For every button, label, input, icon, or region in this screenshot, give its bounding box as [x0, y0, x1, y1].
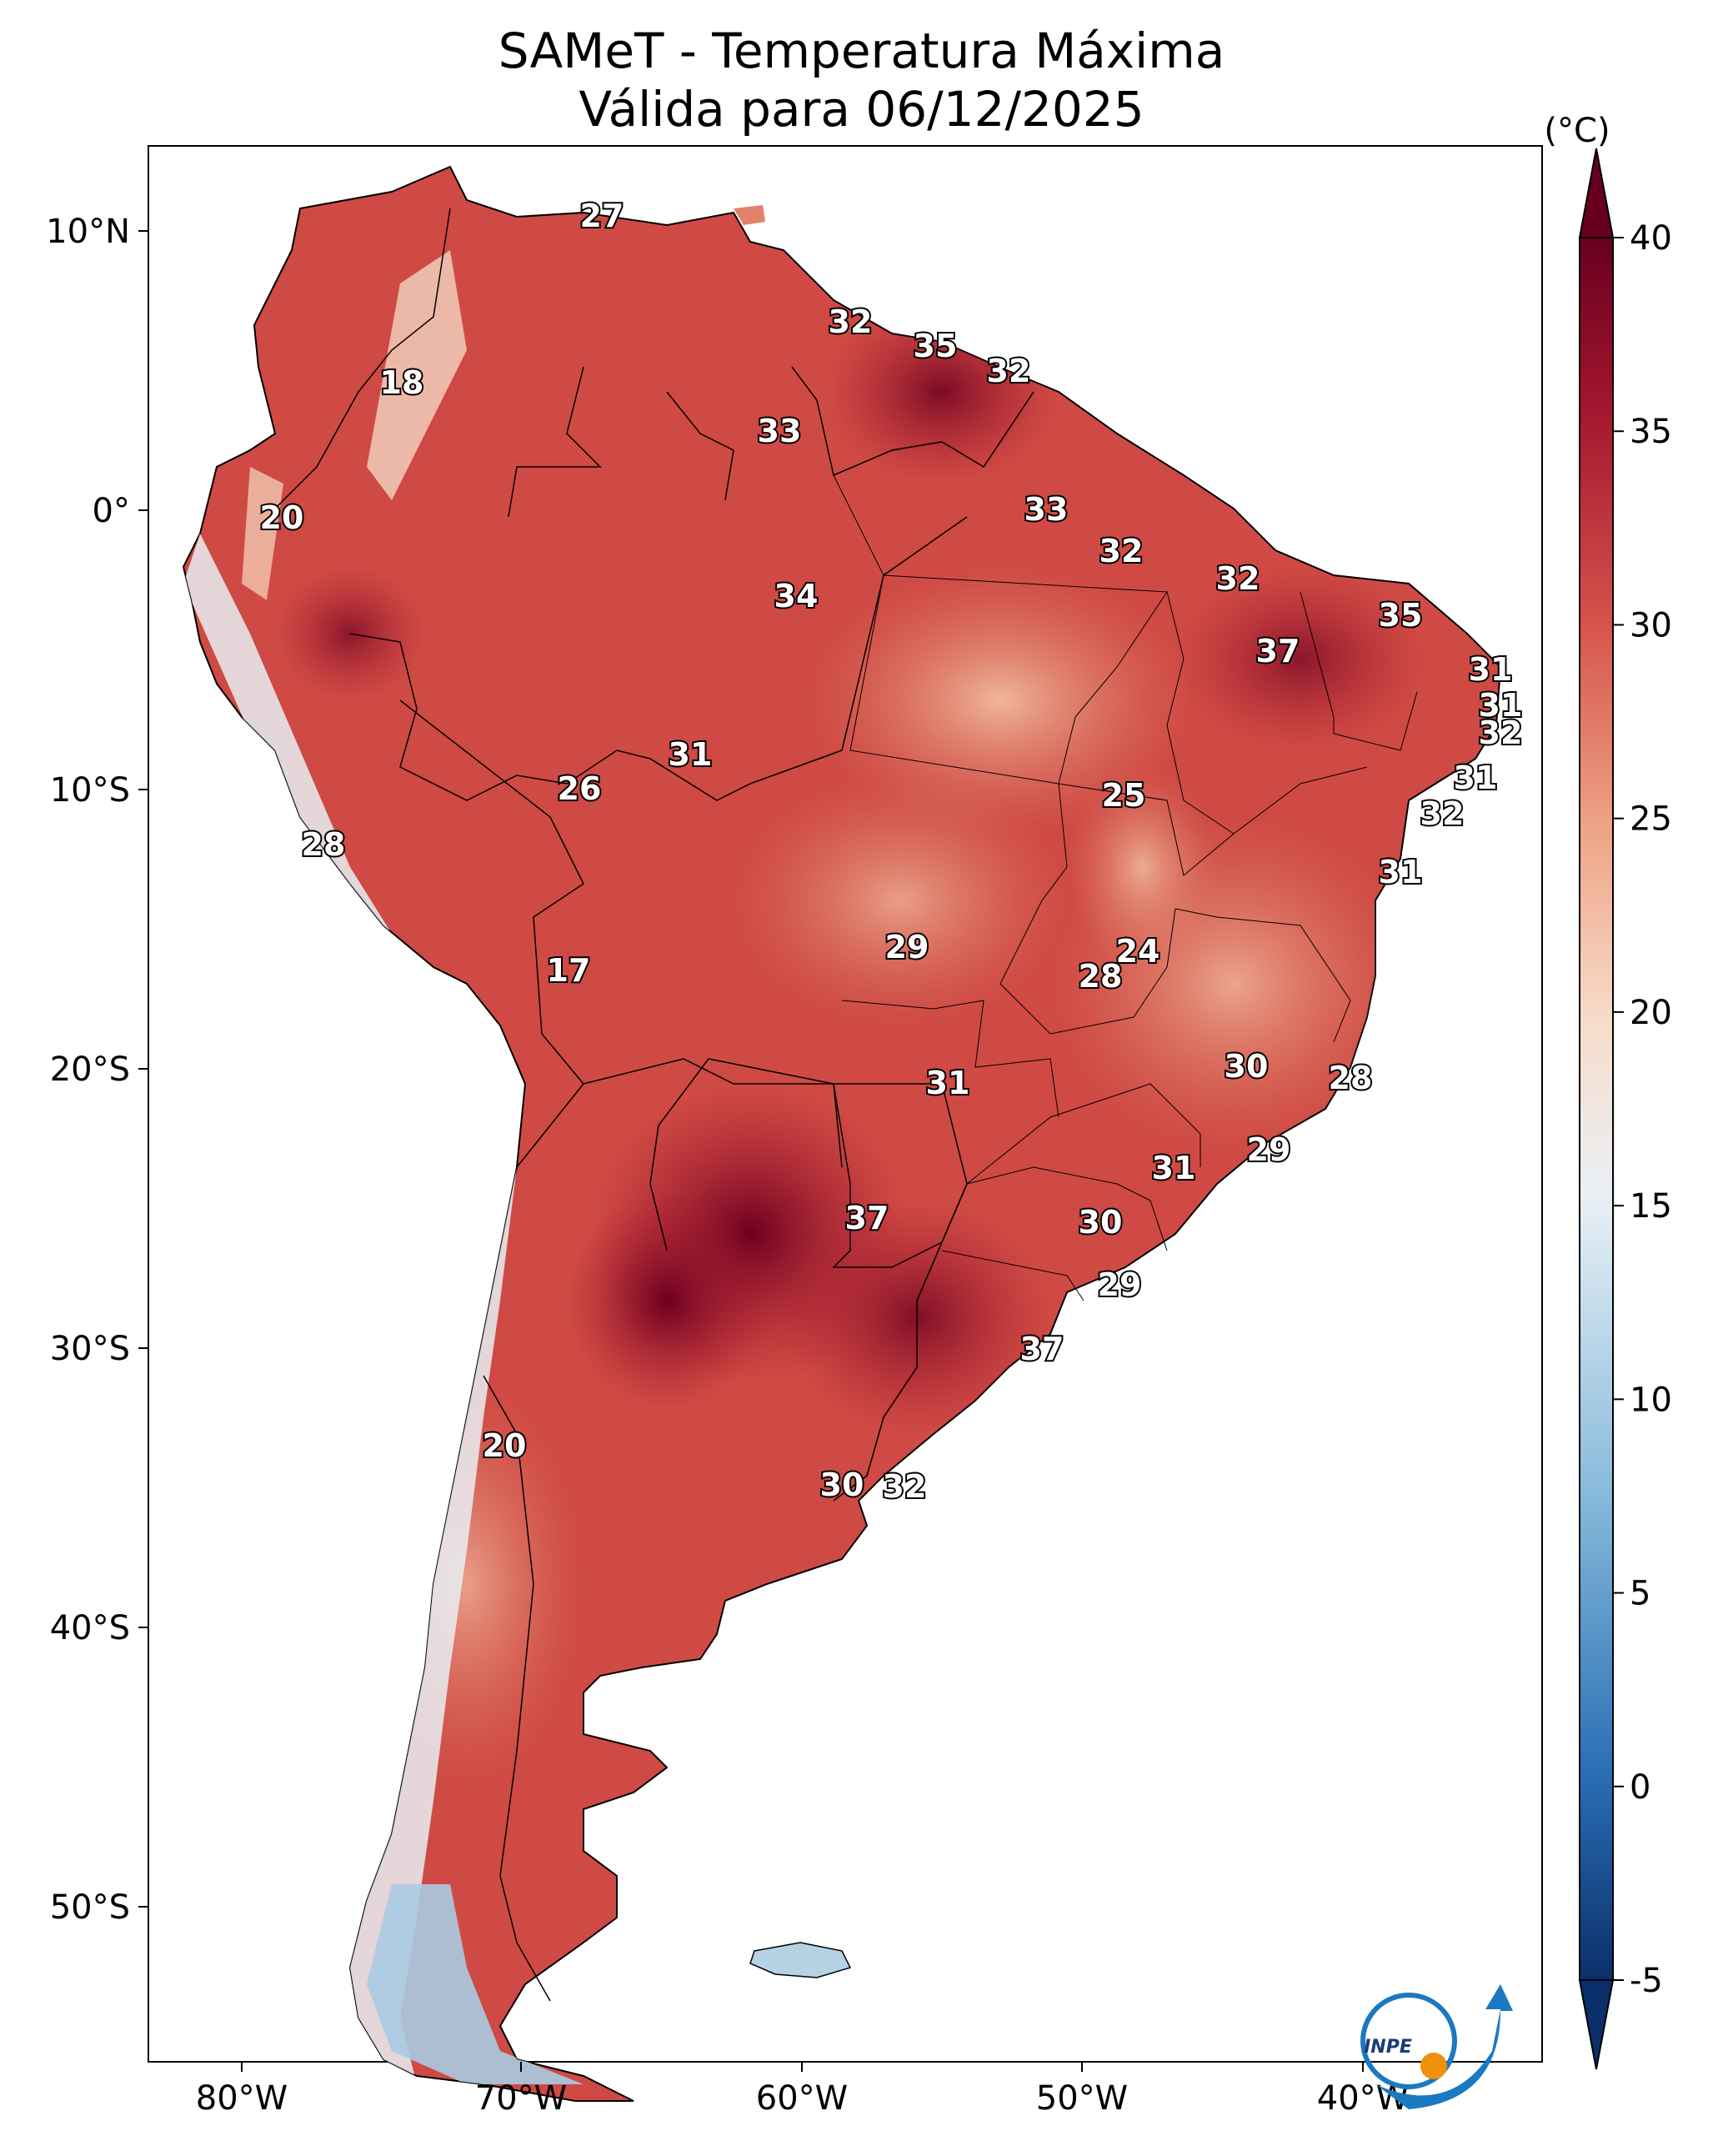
temperature-label-t-37b: 37: [845, 1200, 889, 1236]
temperature-label-t-20a: 20: [260, 499, 304, 536]
latitude-label: 10°N: [46, 213, 130, 251]
temperature-label-t-25: 25: [1102, 777, 1146, 814]
colorbar-lower-arrow: [1578, 1979, 1615, 2070]
colorbar-tick-label: 20: [1630, 994, 1672, 1032]
colorbar-tick-label: 10: [1630, 1381, 1672, 1419]
colorbar: (°C) 40 35 30 25 20 15 10 5 0 -5: [1544, 112, 1672, 2070]
longitude-label: 60°W: [756, 2079, 848, 2118]
temperature-label-t-31e: 31: [1379, 854, 1423, 890]
colorbar-tick-label: 25: [1630, 800, 1672, 839]
temperature-label-t-32g: 32: [883, 1468, 927, 1505]
colorbar-tick-label: 35: [1630, 413, 1672, 451]
temperature-label-t-37a: 37: [1256, 633, 1300, 669]
latitude-label: 20°S: [50, 1050, 130, 1089]
colorbar-bar: [1579, 237, 1614, 1981]
colorbar-tick-label: 5: [1630, 1575, 1650, 1613]
longitude-axis: 80°W 70°W 60°W 50°W 40°W: [196, 2062, 1409, 2118]
temperature-label-t-31a: 31: [1469, 651, 1513, 688]
latitude-label: 50°S: [50, 1888, 130, 1927]
state-borders: [833, 474, 1418, 1301]
temperature-label-t-26: 26: [558, 770, 602, 807]
map-subtitle: Válida para 06/12/2025: [579, 81, 1144, 138]
map-title: SAMeT - Temperatura Máxima: [498, 23, 1225, 79]
temperature-label-t-32c: 32: [1099, 533, 1144, 569]
temperature-label-t-37c: 37: [1020, 1331, 1064, 1367]
temperature-label-t-32b: 32: [987, 353, 1031, 389]
colorbar-upper-arrow: [1578, 148, 1615, 238]
temperature-label-t-33a: 33: [758, 413, 802, 449]
latitude-label: 10°S: [50, 771, 130, 810]
temperature-label-t-31f: 31: [926, 1065, 970, 1101]
longitude-label: 70°W: [475, 2079, 567, 2118]
temperature-label-t-27: 27: [580, 198, 624, 234]
temperature-label-t-34: 34: [774, 578, 819, 614]
temperature-label-t-17: 17: [547, 952, 591, 989]
colorbar-tick-label: -5: [1630, 1962, 1663, 2000]
temperature-label-t-29a: 29: [885, 929, 929, 965]
logo-ring: [1360, 1993, 1457, 2089]
logo-arrow: [1375, 1984, 1513, 2109]
temperature-label-t-28a: 28: [302, 826, 346, 863]
colorbar-tick-label: 30: [1630, 606, 1672, 644]
temperature-label-t-35b: 35: [1379, 597, 1423, 634]
colorbar-tick-label: 40: [1630, 219, 1672, 258]
temperature-label-t-32d: 32: [1216, 560, 1260, 597]
temperature-label-t-18: 18: [380, 364, 424, 401]
temperature-label-t-32a: 32: [829, 303, 873, 340]
temperature-label-t-30a: 30: [1225, 1048, 1269, 1085]
temperature-label-t-31b: 31: [1479, 687, 1523, 724]
temperature-label-t-35a: 35: [914, 328, 958, 364]
temperature-label-t-31g: 31: [1152, 1150, 1196, 1186]
colorbar-ticks: 40 35 30 25 20 15 10 5 0 -5: [1613, 219, 1672, 2000]
logo-text: INPE: [1364, 2037, 1412, 2058]
falkland-islands: [749, 1942, 852, 1978]
latitude-label: 0°: [93, 492, 130, 530]
temperature-label-t-31d: 31: [1454, 760, 1498, 796]
temperature-label-t-32e: 32: [1479, 714, 1523, 751]
latitude-label: 40°S: [50, 1609, 130, 1647]
country-borders: [274, 208, 1034, 2002]
temperature-label-t-32f: 32: [1420, 795, 1465, 832]
longitude-label: 50°W: [1036, 2079, 1128, 2118]
longitude-label: 80°W: [196, 2079, 288, 2118]
temperature-label-t-28b: 28: [1079, 958, 1123, 995]
colorbar-unit: (°C): [1544, 112, 1610, 150]
inpe-logo: INPE: [1360, 1984, 1513, 2109]
temperature-label-t-28c: 28: [1329, 1060, 1373, 1096]
logo-sun: [1420, 2053, 1447, 2079]
temperature-label-t-20b: 20: [483, 1427, 527, 1464]
temperature-label-t-29b: 29: [1247, 1131, 1291, 1168]
trinidad-island: [734, 205, 765, 225]
colorbar-tick-label: 15: [1630, 1187, 1672, 1226]
temperature-label-t-30c: 30: [820, 1467, 864, 1503]
temperature-label-t-24: 24: [1116, 933, 1160, 970]
latitude-axis: 10°N 0° 10°S 20°S 30°S 40°S 50°S: [46, 213, 148, 1927]
colorbar-tick-label: 0: [1630, 1768, 1650, 1807]
latitude-label: 30°S: [50, 1330, 130, 1368]
temperature-label-t-29c: 29: [1098, 1266, 1142, 1303]
temperature-label-t-31c: 31: [669, 736, 713, 773]
temperature-label-t-30b: 30: [1079, 1204, 1123, 1241]
temperature-label-t-33b: 33: [1024, 491, 1069, 528]
